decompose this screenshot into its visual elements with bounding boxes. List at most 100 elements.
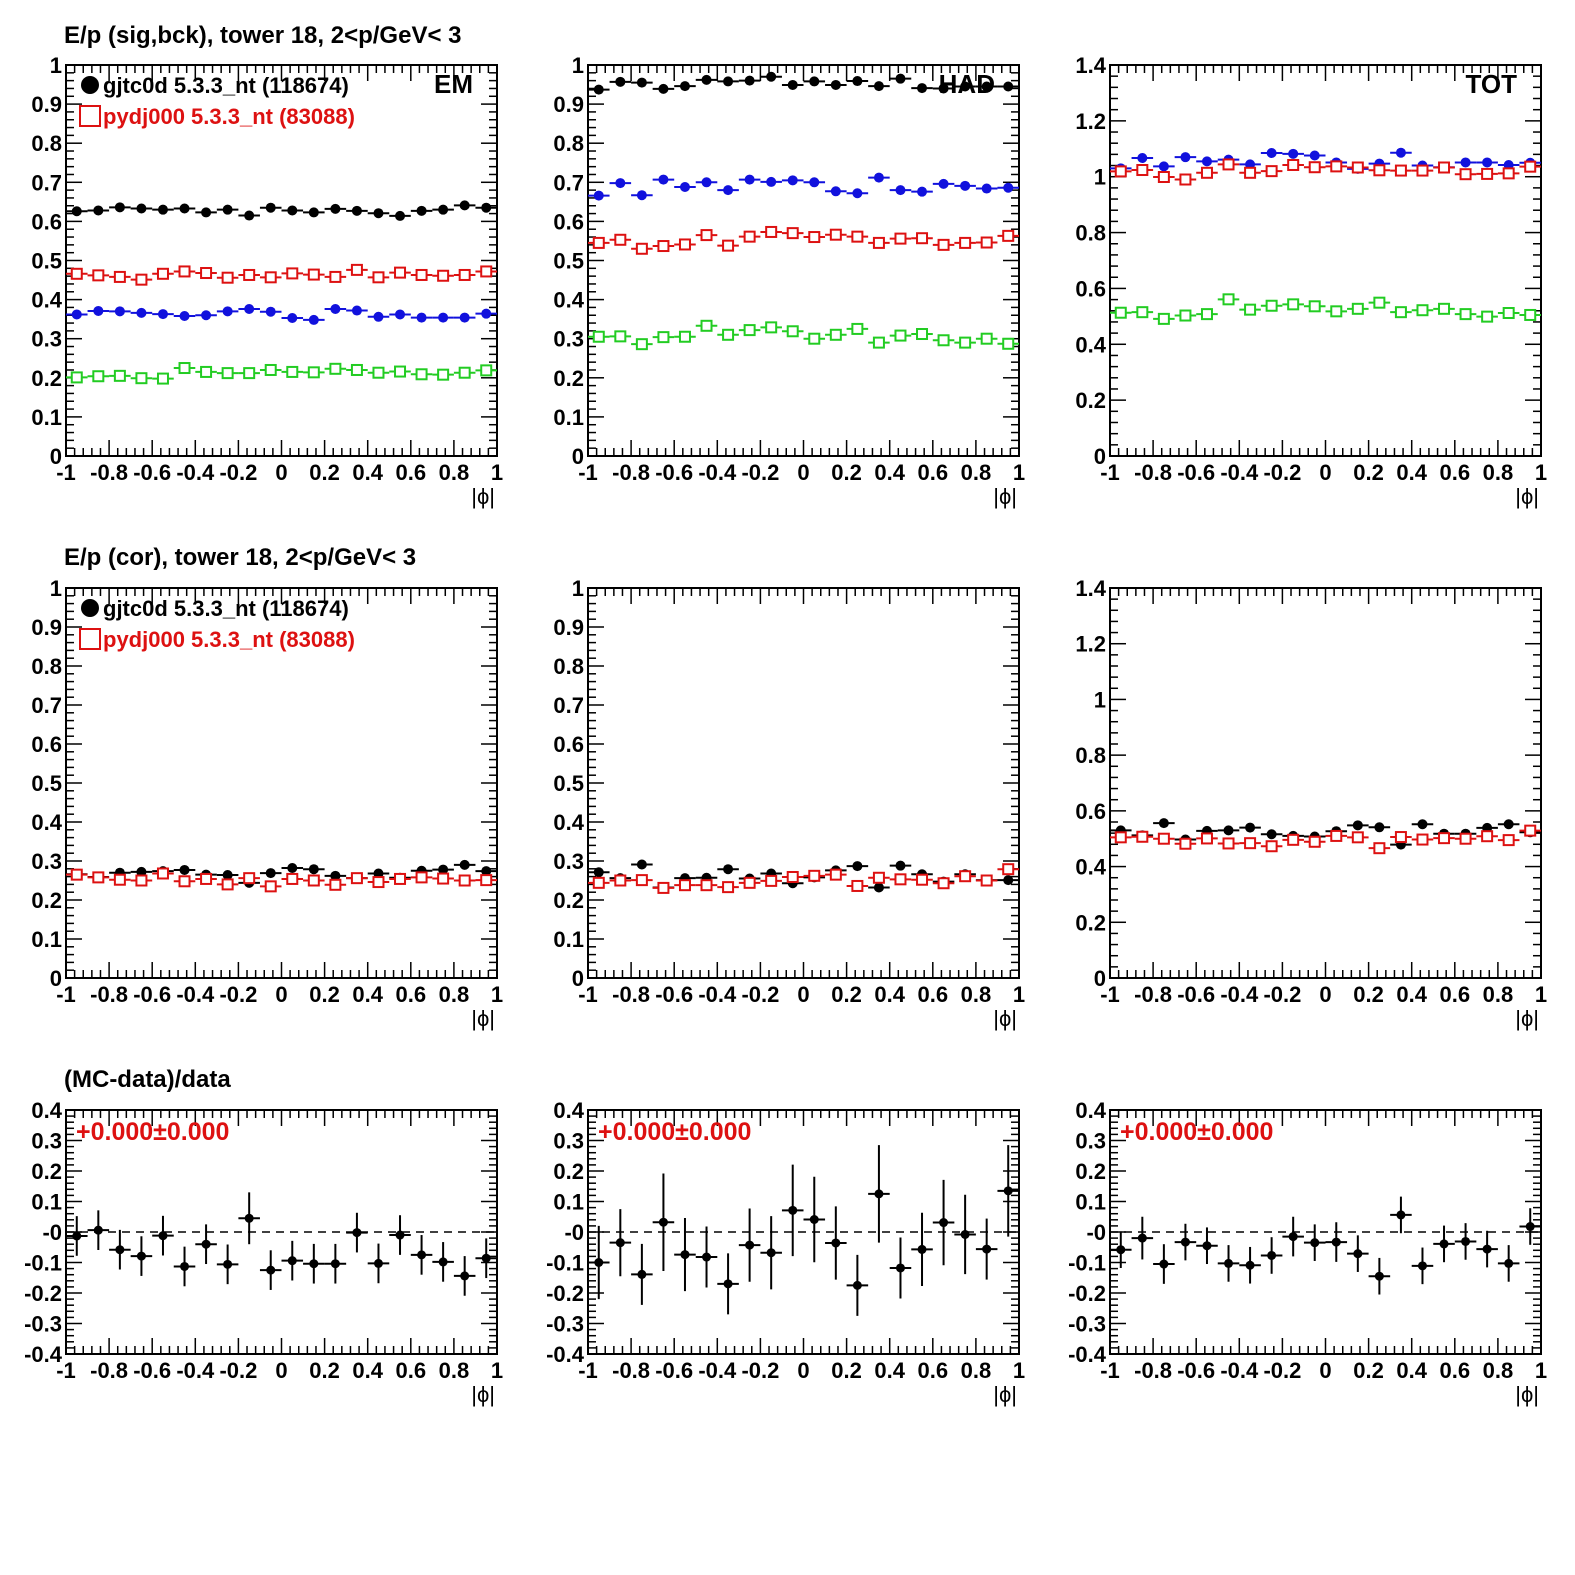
data-point [788,1205,798,1215]
data-point [852,1280,862,1290]
data-point [114,202,125,213]
y-tick-label: -0.4 [546,1342,585,1367]
data-point [1200,308,1213,321]
data-point [222,204,233,215]
data-point [416,312,427,323]
data-point [373,868,384,879]
data-point [1481,830,1494,843]
data-point [1137,1233,1147,1243]
data-point [437,872,450,885]
data-point [373,208,384,219]
data-point [679,81,690,92]
x-tick-label: -0.6 [655,460,693,485]
x-axis-label: |ϕ| [471,1006,495,1031]
data-point [92,269,105,282]
panel-row2-EM: 00.10.20.30.40.50.60.70.80.91-1 -0.8 -0.6-… [31,576,503,1031]
data-point [1524,308,1537,321]
x-tick-label: -0.4 [1220,1358,1259,1383]
x-tick-label: -0.4 [176,1358,215,1383]
data-point [200,267,213,280]
data-point [201,207,212,218]
y-tick-label: -0.3 [24,1312,62,1337]
x-tick-label: 0.8 [961,1358,992,1383]
x-tick-label: 0.6 [918,982,949,1007]
y-tick-label: 1 [50,576,62,601]
data-point [809,1214,819,1224]
data-point [287,1256,297,1266]
data-point [1003,875,1014,886]
data-point [1157,832,1170,845]
data-point [438,1257,448,1267]
data-point [394,266,407,279]
x-tick-label: -0.4 [698,460,737,485]
series [66,263,497,286]
x-tick-label: 0.2 [309,982,340,1007]
data-point [809,76,820,87]
data-point [1136,306,1149,319]
data-point [872,336,885,349]
fit-annotation: +0.000±0.000 [76,1118,229,1146]
x-tick-label: -0.8 [90,460,128,485]
panel-row3-HAD: -0.4 -0.3 -0.2 -0.1 -0 0.1 0.2 0.3 0.4 -1 -0.8 -0.6… [546,1098,1025,1407]
x-tick-label: -0.4 [176,460,215,485]
x-tick-label: -1 [578,1358,598,1383]
x-tick-label: 0.2 [309,1358,340,1383]
data-point [702,1252,712,1262]
row1-title: E/p (sig,bck), tower 18, 2<p/GeV< 3 [64,22,462,49]
x-tick-label: 0.6 [1440,1358,1471,1383]
data-point [114,306,125,317]
data-point [594,1258,604,1267]
data-point [1482,157,1493,168]
data-point [657,881,670,894]
y-tick-label: 0.2 [31,366,62,391]
data-point [329,878,342,891]
x-tick-label: 1 [491,1358,503,1383]
data-point [852,76,863,87]
data-point [265,202,276,213]
data-point [136,203,147,214]
series [1110,147,1541,174]
data-point [895,1263,905,1273]
y-tick-label: 0.8 [1075,743,1106,768]
data-point [1136,830,1149,843]
data-point [1438,832,1451,845]
data-point [658,1217,668,1227]
y-tick-label: 0.3 [31,849,62,874]
series [1110,293,1541,325]
x-tick-label: 0 [1319,1358,1331,1383]
data-point [786,227,799,240]
data-point [1502,167,1515,180]
data-point [916,328,929,341]
data-point [1288,148,1299,159]
x-tick-label: 1 [1535,982,1547,1007]
x-axis-label: |ϕ| [993,1382,1017,1407]
data-point [93,1225,103,1235]
data-point [1201,156,1212,167]
y-tick-label: 0.5 [31,771,62,796]
x-tick-label: 0.8 [961,460,992,485]
data-point [1504,1258,1514,1268]
x-tick-label: 0.2 [831,460,862,485]
y-tick-label: 0.1 [553,405,584,430]
data-point [852,188,863,199]
data-point [243,367,256,380]
data-point [373,311,384,322]
data-point [894,232,907,245]
data-point [1461,1236,1471,1246]
data-point [1114,831,1127,844]
y-tick-label: -0.2 [1068,1281,1106,1306]
data-point [135,372,148,385]
legend-label: pydj000 5.3.3_nt (83088) [103,104,355,129]
x-tick-label: -0.4 [176,982,215,1007]
y-tick-label: 0.4 [1075,1098,1106,1123]
data-point [593,84,604,95]
data-point [1180,1237,1190,1247]
data-point [223,1259,233,1269]
data-point [244,210,255,221]
y-tick-label: 0.2 [553,366,584,391]
x-axis-label: |ϕ| [1515,1382,1539,1407]
data-point [680,1250,690,1260]
x-tick-label: 0.6 [396,1358,427,1383]
data-point [700,879,713,892]
